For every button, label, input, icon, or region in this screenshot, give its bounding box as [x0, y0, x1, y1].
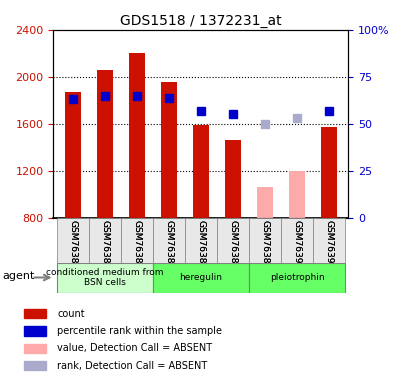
FancyBboxPatch shape	[153, 217, 184, 262]
Text: GSM76389: GSM76389	[260, 220, 269, 269]
FancyBboxPatch shape	[248, 262, 344, 292]
Bar	[24, 326, 46, 336]
Title: GDS1518 / 1372231_at: GDS1518 / 1372231_at	[120, 13, 281, 28]
Text: GSM76383: GSM76383	[68, 220, 77, 269]
Text: GSM76387: GSM76387	[196, 220, 205, 269]
Bar	[97, 70, 112, 217]
Bar	[24, 344, 46, 353]
Bar	[24, 361, 46, 370]
Text: percentile rank within the sample: percentile rank within the sample	[57, 326, 222, 336]
Bar	[256, 187, 272, 218]
Text: GSM76385: GSM76385	[132, 220, 141, 269]
FancyBboxPatch shape	[120, 217, 153, 262]
FancyBboxPatch shape	[216, 217, 248, 262]
Text: GSM76388: GSM76388	[228, 220, 237, 269]
Text: GSM76389: GSM76389	[260, 220, 269, 269]
Text: GSM76383: GSM76383	[68, 220, 77, 269]
FancyBboxPatch shape	[88, 217, 120, 262]
Text: GSM76387: GSM76387	[196, 220, 205, 269]
FancyBboxPatch shape	[153, 262, 248, 292]
Text: count: count	[57, 309, 85, 319]
FancyBboxPatch shape	[184, 217, 216, 262]
Text: GSM76391: GSM76391	[324, 220, 333, 269]
Text: pleiotrophin: pleiotrophin	[269, 273, 324, 282]
FancyBboxPatch shape	[312, 217, 344, 262]
FancyBboxPatch shape	[56, 262, 153, 292]
Bar	[128, 54, 144, 217]
Text: agent: agent	[3, 271, 35, 281]
Text: GSM76384: GSM76384	[100, 220, 109, 269]
Text: GSM76385: GSM76385	[132, 220, 141, 269]
Text: value, Detection Call = ABSENT: value, Detection Call = ABSENT	[57, 343, 212, 353]
Text: GSM76391: GSM76391	[324, 220, 333, 269]
Bar	[24, 309, 46, 318]
Text: rank, Detection Call = ABSENT: rank, Detection Call = ABSENT	[57, 360, 207, 370]
FancyBboxPatch shape	[281, 217, 312, 262]
Text: GSM76384: GSM76384	[100, 220, 109, 269]
Text: GSM76386: GSM76386	[164, 220, 173, 269]
Bar	[192, 125, 209, 217]
Text: GSM76388: GSM76388	[228, 220, 237, 269]
Bar	[288, 171, 304, 217]
Text: GSM76386: GSM76386	[164, 220, 173, 269]
Text: heregulin: heregulin	[179, 273, 222, 282]
Bar	[64, 92, 81, 218]
Bar	[160, 82, 176, 218]
Text: conditioned medium from
BSN cells: conditioned medium from BSN cells	[46, 268, 163, 287]
Text: GSM76390: GSM76390	[292, 220, 301, 269]
Text: GSM76390: GSM76390	[292, 220, 301, 269]
Bar	[320, 127, 337, 218]
FancyBboxPatch shape	[248, 217, 281, 262]
FancyBboxPatch shape	[56, 217, 88, 262]
Bar	[225, 140, 240, 218]
